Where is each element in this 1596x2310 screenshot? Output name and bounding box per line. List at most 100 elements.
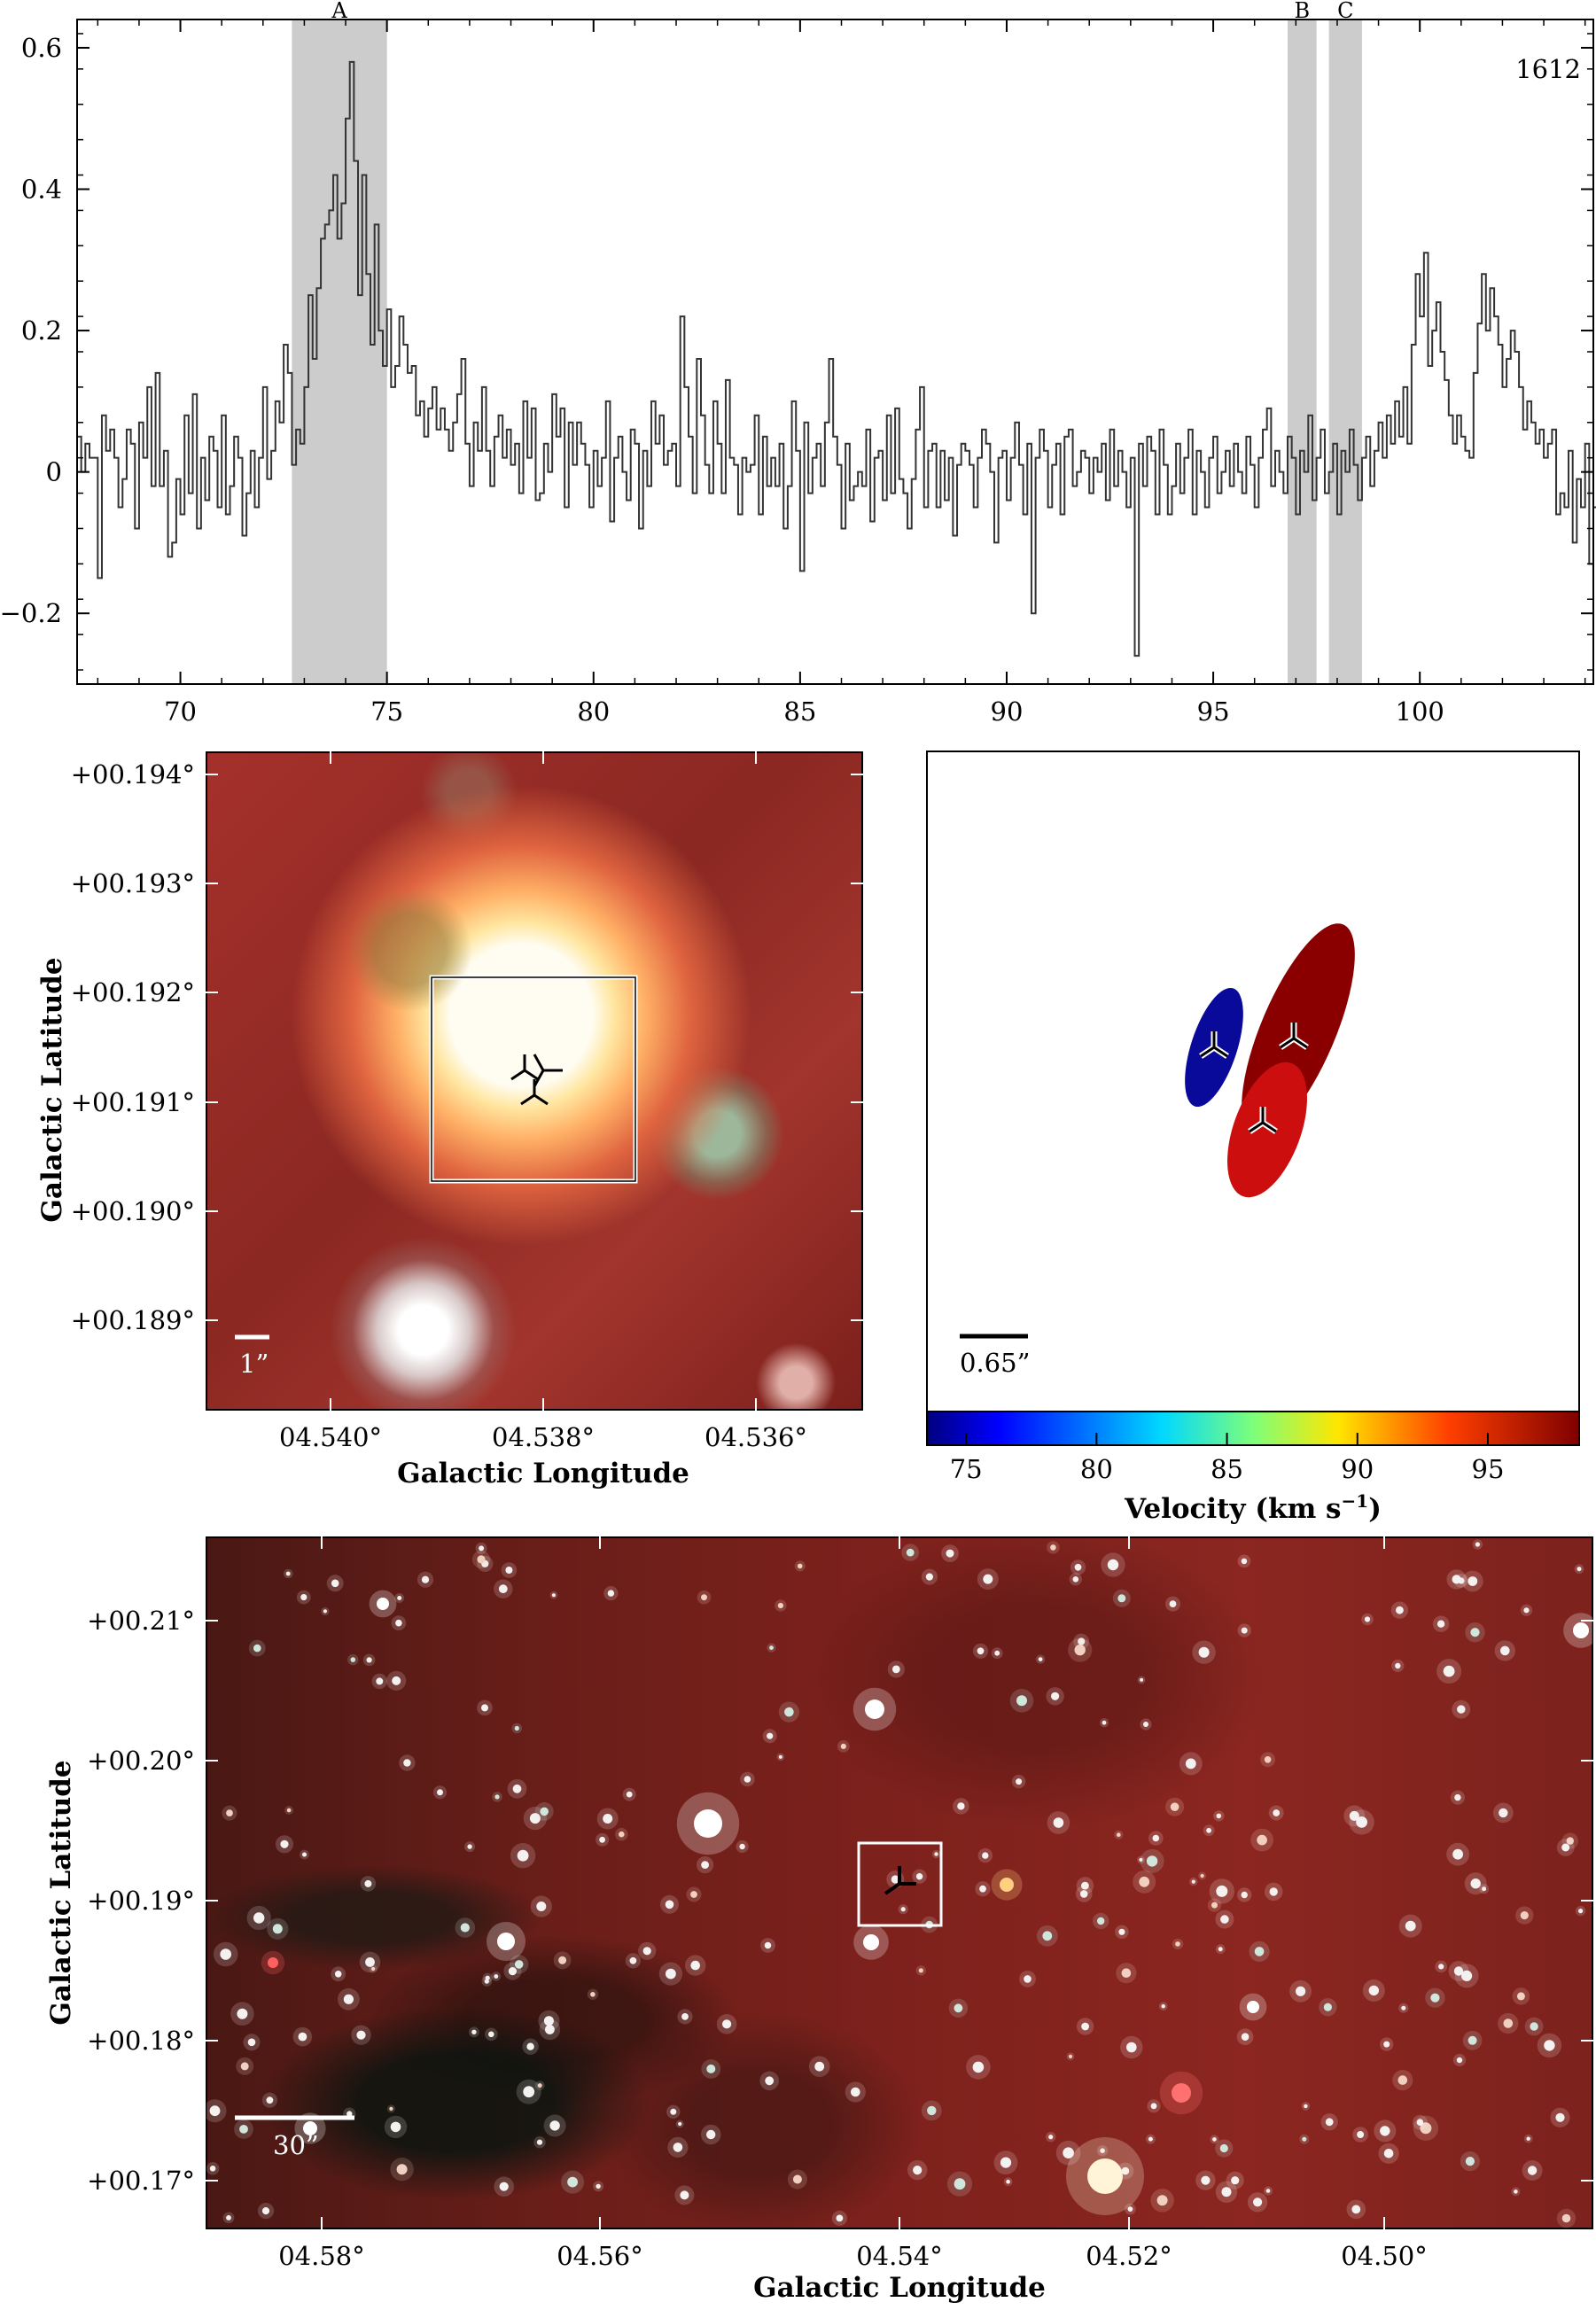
- star: [1081, 2022, 1089, 2031]
- bright-star: [1247, 2001, 1259, 2013]
- star: [460, 1923, 470, 1933]
- star: [1191, 1879, 1195, 1884]
- star: [1475, 1542, 1480, 1547]
- star: [596, 2183, 601, 2189]
- star: [599, 1836, 605, 1843]
- star: [1016, 1778, 1023, 1785]
- star: [1072, 1576, 1079, 1583]
- star: [1146, 1855, 1158, 1867]
- star: [1006, 2179, 1010, 2184]
- star: [371, 1966, 376, 1972]
- spectrum-y-axis: −0.2 0 0.2 0.4 0.6: [0, 33, 1593, 671]
- star: [396, 2164, 408, 2175]
- star: [765, 2076, 775, 2086]
- star: [567, 2176, 578, 2188]
- star: [529, 1813, 541, 1824]
- shaded-region-label-c: C: [1337, 0, 1353, 23]
- star: [744, 1776, 751, 1783]
- star: [1323, 2003, 1332, 2011]
- star: [1079, 1890, 1088, 1898]
- star: [673, 2143, 683, 2152]
- star: [681, 2013, 689, 2020]
- star: [346, 2111, 353, 2117]
- wide-x-tick-label: 04.56°: [557, 2241, 643, 2271]
- star: [512, 1784, 522, 1793]
- spectrum-panel: A B C 70 75 80 85 90 95 100 −0.2 0 0.2 0.4 0.6 1612: [0, 0, 1596, 727]
- star: [670, 2108, 677, 2115]
- star: [1200, 1873, 1204, 1878]
- spectrum-y-tick-label: −0.2: [0, 598, 62, 628]
- wide-x-tick-label: 04.54°: [856, 2241, 943, 2271]
- star: [1241, 2033, 1250, 2041]
- star: [1514, 2189, 1518, 2194]
- star: [678, 2121, 682, 2127]
- colorbar-ticks: 75 80 85 90 95: [950, 1433, 1504, 1484]
- star: [1150, 2103, 1157, 2110]
- star: [1121, 2166, 1130, 2175]
- spot-scale-label: 0.65”: [960, 1348, 1030, 1378]
- star: [1465, 2157, 1475, 2166]
- star: [1500, 1645, 1510, 1656]
- star: [323, 1609, 327, 1614]
- star: [1139, 1876, 1150, 1887]
- star: [237, 2008, 248, 2019]
- spectrum-y-tick-label: 0.2: [21, 315, 62, 346]
- star: [549, 2120, 560, 2131]
- star: [514, 1960, 524, 1969]
- star: [1470, 1628, 1480, 1637]
- star: [1024, 1975, 1032, 1983]
- star: [484, 1979, 489, 1984]
- star: [1430, 1993, 1440, 2003]
- spectrum-y-tick-label: 0.4: [21, 174, 62, 204]
- star: [1520, 1911, 1529, 1920]
- star: [1219, 2143, 1228, 2153]
- star: [814, 2061, 825, 2072]
- star: [1577, 1567, 1582, 1572]
- star: [642, 1947, 651, 1956]
- star: [1241, 1891, 1248, 1899]
- star: [356, 2030, 366, 2040]
- star: [1456, 2057, 1463, 2064]
- star: [514, 1725, 519, 1731]
- star: [1265, 2189, 1271, 2193]
- star: [1351, 2205, 1361, 2214]
- wide-y-axis-title: Galactic Latitude: [45, 1760, 77, 2025]
- star: [1053, 1817, 1064, 1828]
- star: [1461, 1970, 1473, 1981]
- star: [392, 1676, 401, 1685]
- zoom-y-tick-label: +00.192°: [71, 977, 195, 1007]
- zoom-axes: 04.540° 04.538° 04.536° +00.194° +00.193° +00…: [71, 751, 863, 1452]
- star: [1156, 2195, 1168, 2206]
- star: [722, 2019, 732, 2029]
- star: [851, 2087, 860, 2097]
- star: [946, 1549, 954, 1558]
- star: [1127, 2206, 1133, 2213]
- star: [1175, 1941, 1180, 1947]
- colorbar-tick-label: 75: [950, 1454, 983, 1484]
- star: [508, 1967, 518, 1976]
- star: [977, 1647, 985, 1655]
- star: [1241, 1627, 1248, 1634]
- bright-star: [694, 1809, 722, 1838]
- star: [784, 1707, 794, 1717]
- star: [1396, 1606, 1404, 1614]
- star: [840, 1743, 846, 1749]
- star: [1566, 1837, 1575, 1845]
- spectrum-x-tick-label: 70: [164, 696, 197, 727]
- star: [1383, 2149, 1394, 2158]
- star: [397, 1596, 402, 1600]
- star: [1401, 2005, 1406, 2011]
- bright-star: [268, 1957, 278, 1968]
- colorbar-tick-label: 80: [1080, 1454, 1113, 1484]
- star: [1356, 1816, 1367, 1828]
- wide-x-tick-label: 04.50°: [1341, 2241, 1428, 2271]
- star: [836, 2214, 844, 2222]
- star: [1068, 2054, 1073, 2058]
- star: [1161, 2004, 1165, 2009]
- star: [1527, 2166, 1538, 2175]
- star: [1000, 2157, 1012, 2168]
- star: [690, 1960, 700, 1971]
- star: [467, 1844, 472, 1849]
- star: [1016, 1695, 1027, 1707]
- star: [1078, 1637, 1086, 1645]
